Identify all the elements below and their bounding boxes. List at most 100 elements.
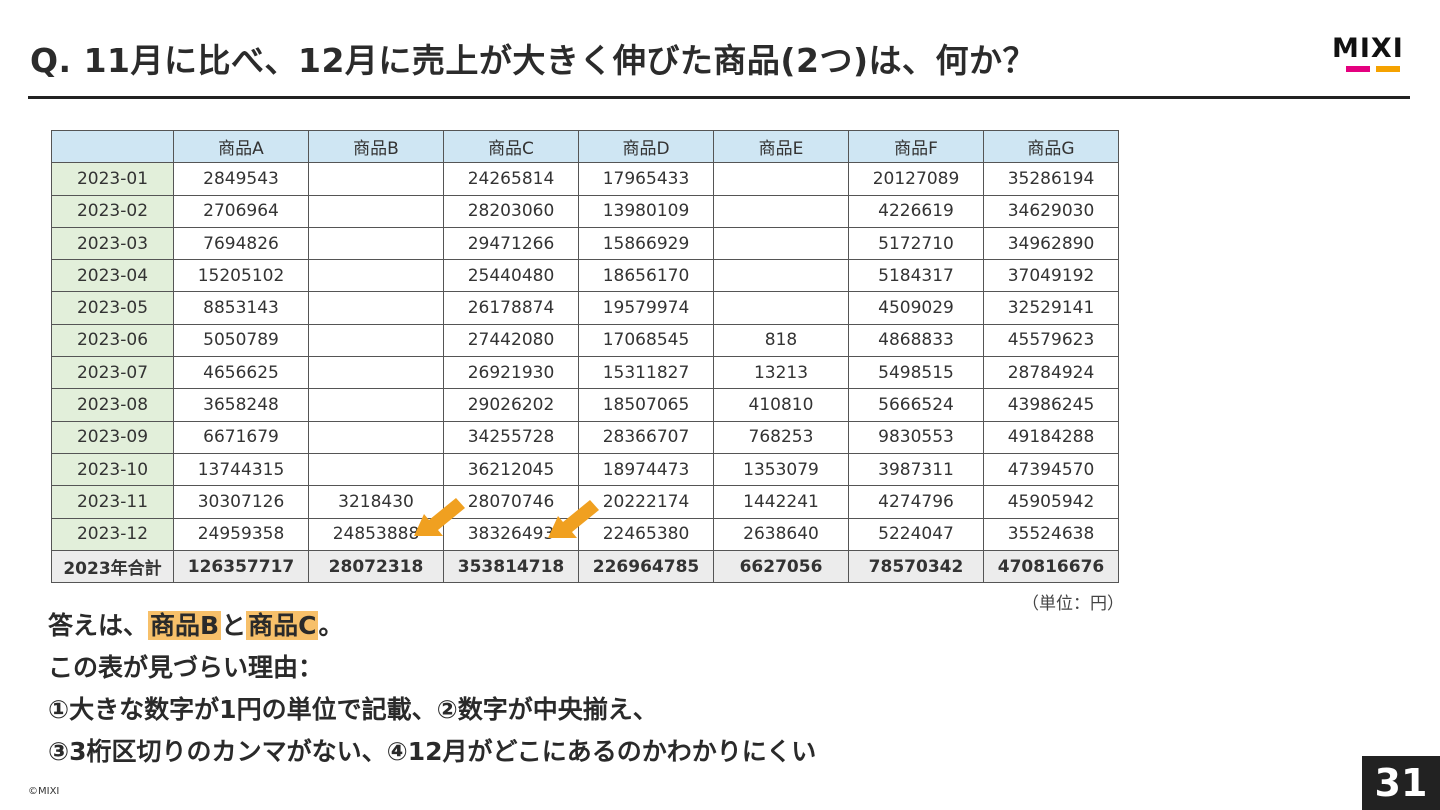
table-cell: 1353079 — [713, 452, 849, 487]
table-cell: 43986245 — [983, 388, 1119, 422]
answer-prefix: 答えは、 — [48, 611, 149, 640]
table-cell: 19579974 — [578, 291, 714, 325]
table-cell — [308, 162, 444, 196]
table-cell: 4509029 — [848, 291, 984, 325]
table-cell — [308, 291, 444, 325]
table-cell: 22465380 — [578, 517, 714, 551]
logo-bar-pink — [1346, 66, 1370, 72]
row-label: 2023-11 — [51, 485, 174, 519]
table-row: 2023-11 30307126 3218430 28070746 20222174 14… — [51, 485, 1119, 519]
table-cell: 4868833 — [848, 323, 984, 358]
table-cell: 20222174 — [578, 485, 714, 519]
table-cell: 17068545 — [578, 323, 714, 358]
table-cell: 29471266 — [443, 226, 579, 261]
table-cell — [308, 226, 444, 261]
row-label: 2023-07 — [51, 356, 174, 390]
table-cell: 28784924 — [983, 356, 1119, 390]
table-cell: 35524638 — [983, 517, 1119, 551]
header-cell: 商品B — [308, 129, 444, 164]
sales-table: 商品A 商品B 商品C 商品D 商品E 商品F 商品G 2023-01 28495… — [51, 129, 1119, 584]
row-label: 2023-05 — [51, 291, 174, 325]
logo-bar-orange — [1376, 66, 1400, 72]
table-cell: 470816676 — [983, 549, 1119, 584]
table-cell: 28203060 — [443, 194, 579, 228]
table-cell: 45905942 — [983, 485, 1119, 519]
table-cell: 4274796 — [848, 485, 984, 519]
table-cell: 13980109 — [578, 194, 714, 228]
table-cell: 28366707 — [578, 420, 714, 454]
table-cell — [713, 259, 849, 293]
row-label: 2023-04 — [51, 259, 174, 293]
table-row: 2023-06 5050789 27442080 17068545 818 4868833… — [51, 323, 1119, 358]
table-row: 2023-02 2706964 28203060 13980109 4226619 346… — [51, 194, 1119, 228]
table-cell: 32529141 — [983, 291, 1119, 325]
table-cell: 126357717 — [173, 549, 309, 584]
table-cell: 6671679 — [173, 420, 309, 454]
arrow-icon-product-c — [548, 500, 599, 538]
table-cell: 353814718 — [443, 549, 579, 584]
table-row: 2023-08 3658248 29026202 18507065 410810 5666… — [51, 388, 1119, 422]
table-cell: 24959358 — [173, 517, 309, 551]
table-cell: 9830553 — [848, 420, 984, 454]
answer-line: 答えは、商品Bと商品C。 — [48, 606, 343, 642]
table-cell: 4656625 — [173, 356, 309, 390]
table-cell: 8853143 — [173, 291, 309, 325]
table-cell: 5050789 — [173, 323, 309, 358]
header-row: 商品A 商品B 商品C 商品D 商品E 商品F 商品G — [51, 129, 1119, 164]
table-cell — [308, 388, 444, 422]
unit-note: （単位：円） — [1022, 594, 1124, 614]
table-cell — [308, 452, 444, 487]
reason-heading: この表が見づらい理由： — [48, 653, 324, 682]
table-cell: 34255728 — [443, 420, 579, 454]
table-cell: 27442080 — [443, 323, 579, 358]
copyright: ©MIXI — [28, 786, 60, 797]
table-cell: 3218430 — [308, 485, 444, 519]
table-cell: 34962890 — [983, 226, 1119, 261]
table-cell: 3987311 — [848, 452, 984, 487]
table-cell: 28072318 — [308, 549, 444, 584]
table-cell — [308, 194, 444, 228]
table-cell: 1442241 — [713, 485, 849, 519]
table-row: 2023-03 7694826 29471266 15866929 5172710 349… — [51, 226, 1119, 261]
table-cell: 5172710 — [848, 226, 984, 261]
answer-highlight-b: 商品B — [148, 611, 222, 640]
row-label: 2023-08 — [51, 388, 174, 422]
table-cell: 5184317 — [848, 259, 984, 293]
table-cell: 15311827 — [578, 356, 714, 390]
header-cell — [51, 129, 174, 164]
header-cell: 商品D — [578, 129, 714, 164]
table-cell: 2849543 — [173, 162, 309, 196]
table-cell: 2706964 — [173, 194, 309, 228]
logo-text: MIXI — [1332, 33, 1404, 64]
reason-line-1: ①大きな数字が1円の単位で記載、②数字が中央揃え、 — [48, 695, 658, 724]
table-cell — [713, 194, 849, 228]
header-cell: 商品G — [983, 129, 1119, 164]
table-row: 2023-05 8853143 26178874 19579974 4509029 325… — [51, 291, 1119, 325]
table-cell: 47394570 — [983, 452, 1119, 487]
table-cell — [713, 162, 849, 196]
table-cell: 410810 — [713, 388, 849, 422]
table-cell: 29026202 — [443, 388, 579, 422]
table-cell: 13744315 — [173, 452, 309, 487]
table-cell: 36212045 — [443, 452, 579, 487]
table-cell: 30307126 — [173, 485, 309, 519]
reason-line-2: ③3桁区切りのカンマがない、④12月がどこにあるのかわかりにくい — [48, 737, 817, 766]
row-label: 2023-12 — [51, 517, 174, 551]
row-label: 2023-02 — [51, 194, 174, 228]
table-cell — [308, 259, 444, 293]
slide-title: Q. 11月に比べ、12月に売上が大きく伸びた商品(2つ)は、何か？ — [30, 41, 1037, 80]
table-cell: 18656170 — [578, 259, 714, 293]
table-cell — [713, 226, 849, 261]
row-label: 2023-03 — [51, 226, 174, 261]
table-cell: 226964785 — [578, 549, 714, 584]
table-cell: 17965433 — [578, 162, 714, 196]
table-cell: 35286194 — [983, 162, 1119, 196]
mixi-logo: MIXI — [1332, 33, 1412, 76]
table-cell: 34629030 — [983, 194, 1119, 228]
table-cell: 3658248 — [173, 388, 309, 422]
header-cell: 商品E — [713, 129, 849, 164]
table-cell — [308, 356, 444, 390]
table-row: 2023-04 15205102 25440480 18656170 5184317 37… — [51, 259, 1119, 293]
table-cell: 4226619 — [848, 194, 984, 228]
table-cell: 26178874 — [443, 291, 579, 325]
